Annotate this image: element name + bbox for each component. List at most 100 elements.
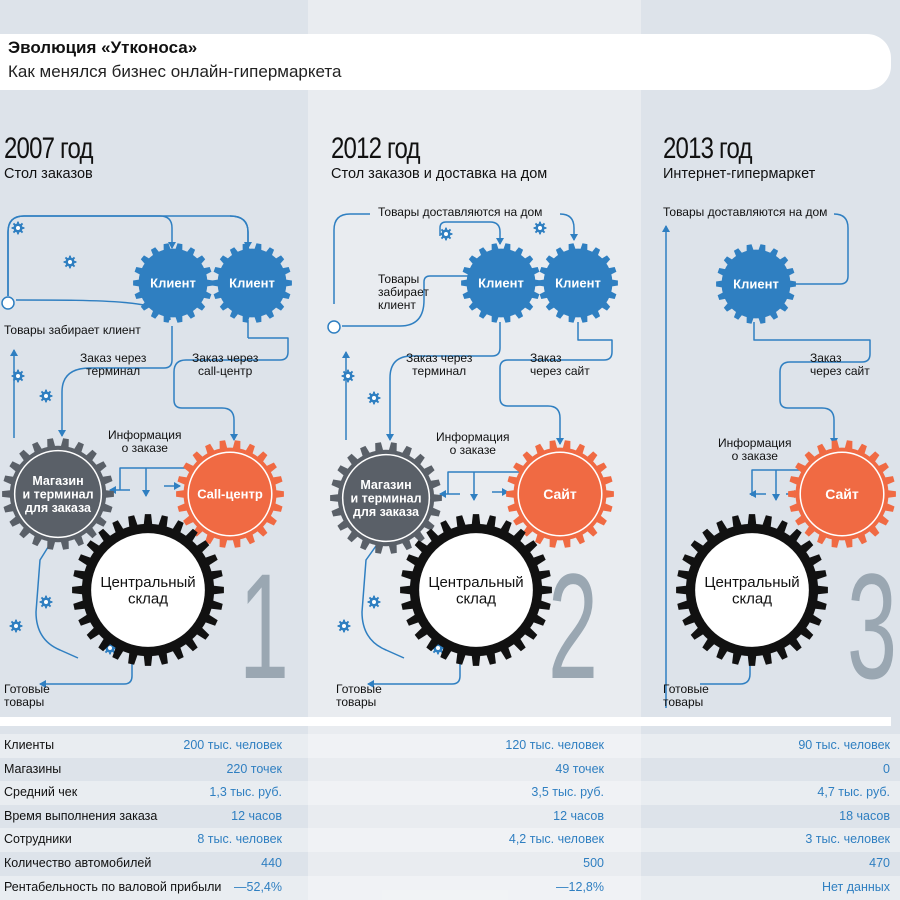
pickup-node-1 — [1, 296, 15, 310]
client-gear-1a — [133, 243, 213, 323]
year-heading-2: 2012 год — [331, 132, 421, 165]
arrow-client-to-pickup-2 — [342, 275, 468, 327]
table-row-label: Магазины — [4, 761, 62, 776]
channel-gear-3 — [788, 440, 896, 548]
warehouse-label-2: Центральный склад — [428, 574, 523, 607]
arrow-goods-1 — [39, 662, 133, 688]
arrow-order-site-3 — [753, 322, 871, 445]
channel-gear-1 — [176, 440, 284, 548]
page-title: Эволюция «Утконоса» — [8, 38, 198, 57]
client-label-3: Клиент — [733, 277, 779, 292]
table-cell-value: 8 тыс. человек — [197, 832, 282, 847]
client-label-1a: Клиент — [150, 276, 196, 291]
table-cell-value: —52,4% — [234, 879, 282, 894]
table-row — [0, 734, 900, 758]
arrow-to-client-2b — [559, 213, 578, 241]
table-cell-value: 12 часов — [553, 808, 604, 823]
client-label-2a: Клиент — [478, 276, 524, 291]
client-gear-2b — [538, 243, 618, 323]
table-row-label: Время выполнения заказа — [4, 808, 158, 823]
label-order-channel-1: Заказ через call-центр — [192, 351, 259, 378]
table-cell-value: 0 — [883, 761, 890, 776]
table-cell-value: 3,5 тыс. руб. — [531, 785, 604, 800]
arrow-goods-3 — [700, 660, 751, 685]
table-separator — [0, 717, 891, 726]
table-cell-value: 200 тыс. человек — [183, 738, 282, 752]
table-row — [0, 781, 900, 806]
table-row-label: Средний чек — [4, 785, 78, 800]
arrow-store-warehouse-1 — [35, 527, 79, 659]
store-gear-2 — [330, 442, 442, 554]
arrow-to-client-1b-head — [229, 215, 252, 249]
small-gear-icon — [367, 391, 381, 405]
model-heading-1: Стол заказов — [4, 166, 93, 182]
arrow-order-callcenter-1 — [173, 337, 289, 441]
client-gear-2a — [461, 243, 541, 323]
table-row-label: Количество автомобилей — [4, 856, 152, 870]
small-gear-icon — [439, 227, 453, 241]
year-heading-3: 2013 год — [663, 132, 753, 165]
small-gear-icon — [9, 619, 23, 633]
client-label-1b: Клиент — [229, 276, 275, 291]
table-cell-value: 440 — [261, 856, 282, 870]
warehouse-label-3: Центральный склад — [704, 574, 799, 607]
table-cell-value: 1,3 тыс. руб. — [209, 785, 282, 800]
table-cell-value: 3 тыс. человек — [805, 832, 890, 847]
table-cell-value: 470 — [869, 856, 890, 870]
store-label-1: Магазин и терминал для заказа — [22, 474, 93, 515]
channel-label-2: Сайт — [543, 486, 577, 502]
small-gear-icon — [11, 221, 25, 235]
warehouse-label-1: Центральный склад — [100, 574, 195, 607]
table-row-label: Сотрудники — [4, 832, 72, 847]
model-heading-3: Интернет-гипермаркет — [663, 166, 816, 182]
table-cell-value: 12 часов — [231, 808, 282, 823]
label-info-2: Информация о заказе — [436, 430, 510, 457]
client-gear-3 — [716, 244, 796, 324]
table-row — [0, 758, 900, 782]
label-goods-1: Готовые товары — [4, 682, 50, 709]
small-gear-icon — [341, 369, 355, 383]
label-delivery-2: Товары доставляются на дом — [378, 205, 543, 219]
label-order-channel-3: Заказ через сайт — [810, 351, 870, 378]
warehouse-gear-3 — [676, 514, 828, 666]
arrow-order-terminal-1 — [58, 326, 173, 437]
table-cell-value: Нет данных — [821, 879, 890, 894]
table-cell-value: 120 тыс. человек — [505, 738, 604, 752]
year-heading-1: 2007 год — [4, 132, 94, 165]
channel-label-1: Call-центр — [197, 487, 263, 502]
table-cell-value: 4,2 тыс. человек — [508, 832, 604, 847]
label-order-channel-2: Заказ через сайт — [530, 351, 590, 378]
table-cell-value: 500 — [583, 856, 604, 870]
table-row-label: Рентабельность по валовой прибыли — [4, 879, 222, 894]
label-info-3: Информация о заказе — [718, 436, 792, 463]
small-gear-icon — [63, 255, 77, 269]
label-info-1: Информация о заказе — [108, 428, 182, 455]
table-row-label: Клиенты — [4, 738, 55, 752]
arrow-store-warehouse-2 — [361, 531, 405, 659]
pickup-node-2 — [327, 320, 341, 334]
table-cell-value: 49 точек — [555, 761, 604, 776]
channel-gear-2 — [506, 440, 614, 548]
arrow-delivery-2 — [333, 213, 370, 304]
numeral-1: 1 — [239, 543, 289, 710]
table-cell-value: 90 тыс. человек — [798, 738, 890, 752]
table-cell-value: 220 точек — [226, 761, 282, 776]
table-cell-value: 18 часов — [839, 808, 890, 823]
arrow-to-client-2a — [439, 221, 504, 245]
arrow-order-site-2 — [499, 322, 613, 445]
channel-label-3: Сайт — [825, 486, 859, 502]
arrow-info-3a — [751, 469, 800, 496]
table-cell-value: —12,8% — [556, 879, 604, 894]
warehouse-gear-2 — [400, 514, 552, 666]
label-delivery-3: Товары доставляются на дом — [663, 205, 828, 219]
table-cell-value: 4,7 тыс. руб. — [817, 785, 890, 800]
label-pickup-1: Товары забирает клиент — [4, 323, 141, 337]
arrow-info-1a — [119, 467, 196, 490]
label-goods-2: Готовые товары — [336, 682, 382, 709]
small-gear-icon — [39, 595, 53, 609]
store-gear-1 — [2, 438, 114, 550]
small-gear-icon — [367, 595, 381, 609]
table-row — [0, 875, 900, 900]
